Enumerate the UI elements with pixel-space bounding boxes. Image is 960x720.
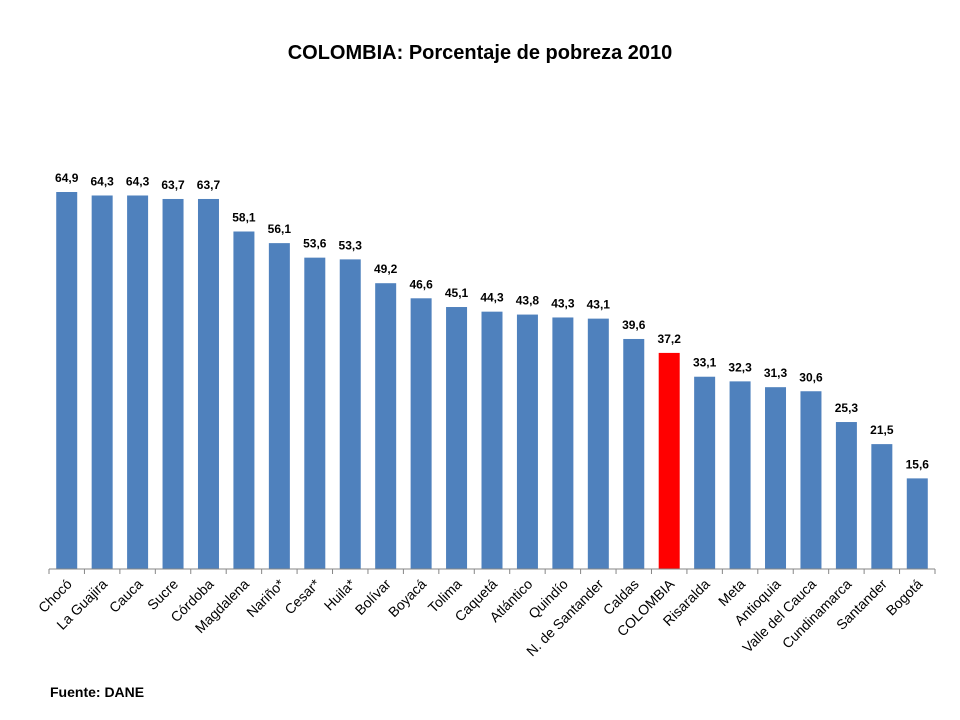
bar — [658, 352, 680, 569]
bar-value-label: 63,7 — [197, 178, 221, 192]
bar-value-label: 37,2 — [658, 332, 682, 346]
bar — [800, 391, 822, 569]
bar-value-label: 64,9 — [55, 171, 79, 185]
bar-value-label: 33,1 — [693, 356, 717, 370]
bar-value-label: 56,1 — [268, 222, 292, 236]
bar-value-label: 64,3 — [126, 174, 150, 188]
bar — [587, 318, 609, 569]
source-note: Fuente: DANE — [50, 684, 145, 700]
bar — [481, 311, 503, 569]
category-label: Cauca — [106, 576, 146, 616]
bar-value-label: 39,6 — [622, 318, 646, 332]
bar-value-label: 30,6 — [799, 370, 823, 384]
bar-value-label: 43,3 — [551, 296, 575, 310]
bar-value-label: 21,5 — [870, 423, 894, 437]
category-label: Nariño* — [243, 575, 288, 620]
bar-value-label: 53,6 — [303, 237, 327, 251]
bar — [623, 338, 645, 569]
bar — [410, 298, 432, 569]
bar — [56, 192, 78, 569]
bar-value-label: 44,3 — [480, 291, 504, 305]
bar — [268, 243, 290, 569]
bar — [127, 195, 149, 570]
bar-value-label: 53,3 — [339, 238, 363, 252]
bar — [446, 307, 468, 569]
value-labels-layer: 64,9 64,3 64,3 63,7 63,7 58,1 56,1 53,6 53,3 49,2… — [55, 171, 929, 471]
bar — [835, 422, 857, 569]
bar — [871, 444, 893, 569]
bar-value-label: 25,3 — [835, 401, 859, 415]
bar-value-label: 32,3 — [728, 360, 752, 374]
bar-value-label: 43,1 — [587, 298, 611, 312]
category-label: Cesar* — [281, 575, 323, 617]
bar — [375, 283, 397, 569]
bar — [516, 314, 538, 569]
bar-value-label: 31,3 — [764, 366, 788, 380]
bar — [339, 259, 361, 569]
bar — [552, 317, 574, 569]
category-label: Boyacá — [385, 576, 429, 620]
bar-value-label: 45,1 — [445, 286, 469, 300]
bar-value-label: 64,3 — [90, 174, 114, 188]
bar — [91, 195, 113, 570]
bar — [765, 387, 787, 569]
bar-value-label: 63,7 — [161, 178, 185, 192]
bar-value-label: 58,1 — [232, 211, 256, 225]
bars-layer — [56, 192, 928, 570]
bar-value-label: 49,2 — [374, 262, 398, 276]
bar — [162, 198, 184, 569]
bar — [906, 478, 928, 569]
bar — [304, 257, 326, 569]
bar — [694, 376, 716, 569]
x-axis — [48, 568, 936, 574]
category-label: Bogotá — [883, 576, 926, 619]
bar-value-label: 43,8 — [516, 294, 540, 308]
bar-value-label: 15,6 — [906, 457, 930, 471]
bar-value-label: 46,6 — [409, 277, 433, 291]
bar — [729, 381, 751, 569]
bar — [233, 231, 255, 569]
chart-title: COLOMBIA: Porcentaje de pobreza 2010 — [287, 42, 673, 64]
bar — [197, 198, 219, 569]
